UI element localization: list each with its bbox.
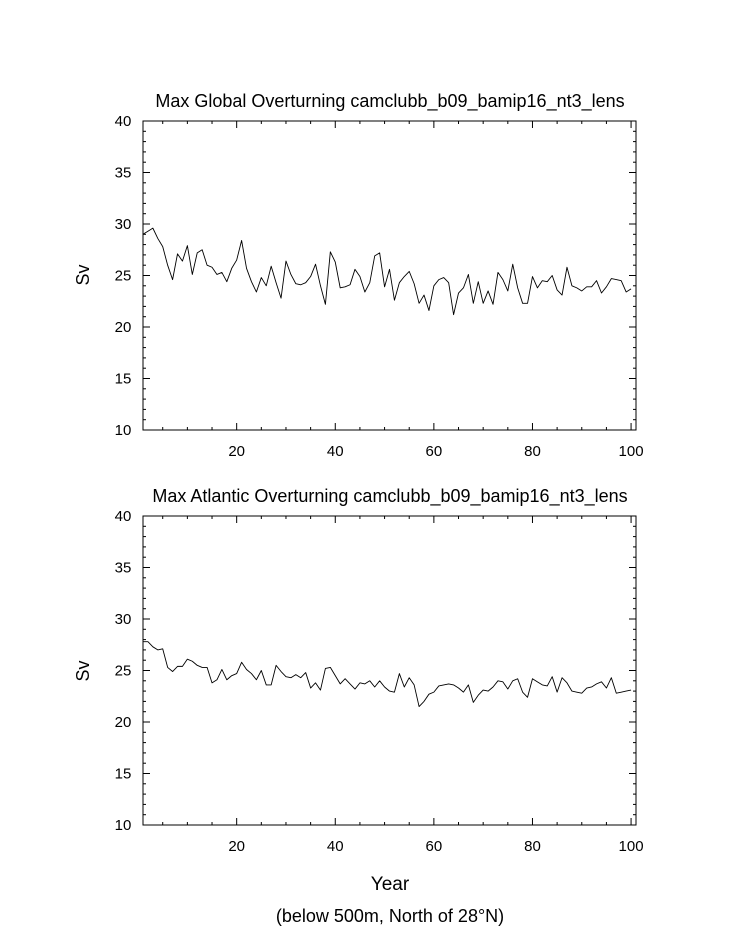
atlantic-series-line: [143, 641, 632, 707]
atlantic-ytick-label: 15: [115, 766, 132, 783]
global-ticks: 10 15 20 25 30 35 40 20 40 60 80 100: [115, 113, 644, 460]
atlantic-overturning-panel: Max Atlantic Overturning camclubb_b09_ba…: [73, 486, 644, 855]
atlantic-ytick-label: 40: [115, 508, 132, 525]
global-series: [142, 227, 632, 316]
atlantic-ytick-label: 35: [115, 560, 132, 577]
atlantic-series: [143, 641, 632, 707]
global-ytick-label: 25: [115, 268, 132, 285]
global-xtick-label: 100: [619, 443, 644, 460]
atlantic-ytick-label: 10: [115, 817, 132, 834]
atlantic-ticks: 10 15 20 25 30 35 40 20 40 60 80 100: [115, 508, 644, 855]
global-ytick-label: 15: [115, 371, 132, 388]
global-ytick-label: 35: [115, 165, 132, 182]
global-xtick-label: 20: [228, 443, 245, 460]
atlantic-xtick-label: 40: [327, 838, 344, 855]
global-y-axis-label: Sv: [73, 264, 93, 285]
global-xtick-label: 80: [524, 443, 541, 460]
global-plot-frame: [142, 120, 637, 431]
atlantic-xtick-label: 80: [524, 838, 541, 855]
atlantic-y-axis-label: Sv: [73, 660, 93, 681]
global-ytick-label: 40: [115, 113, 132, 130]
global-series-line: [142, 227, 632, 316]
figure-caption: (below 500m, North of 28°N): [276, 906, 504, 926]
atlantic-plot-frame: [142, 515, 637, 826]
atlantic-chart-title: Max Atlantic Overturning camclubb_b09_ba…: [152, 486, 627, 507]
atlantic-xtick-label: 60: [426, 838, 443, 855]
atlantic-ytick-label: 20: [115, 714, 132, 731]
atlantic-ytick-label: 30: [115, 611, 132, 628]
global-overturning-panel: Max Global Overturning camclubb_b09_bami…: [73, 91, 644, 460]
x-axis-label: Year: [371, 874, 410, 895]
atlantic-xtick-label: 100: [619, 838, 644, 855]
global-chart-title: Max Global Overturning camclubb_b09_bami…: [155, 91, 624, 112]
global-xtick-label: 40: [327, 443, 344, 460]
atlantic-ytick-label: 25: [115, 663, 132, 680]
global-ytick-label: 10: [115, 422, 132, 439]
global-ytick-label: 20: [115, 319, 132, 336]
global-ytick-label: 30: [115, 216, 132, 233]
atlantic-xtick-label: 20: [228, 838, 245, 855]
global-xtick-label: 60: [426, 443, 443, 460]
